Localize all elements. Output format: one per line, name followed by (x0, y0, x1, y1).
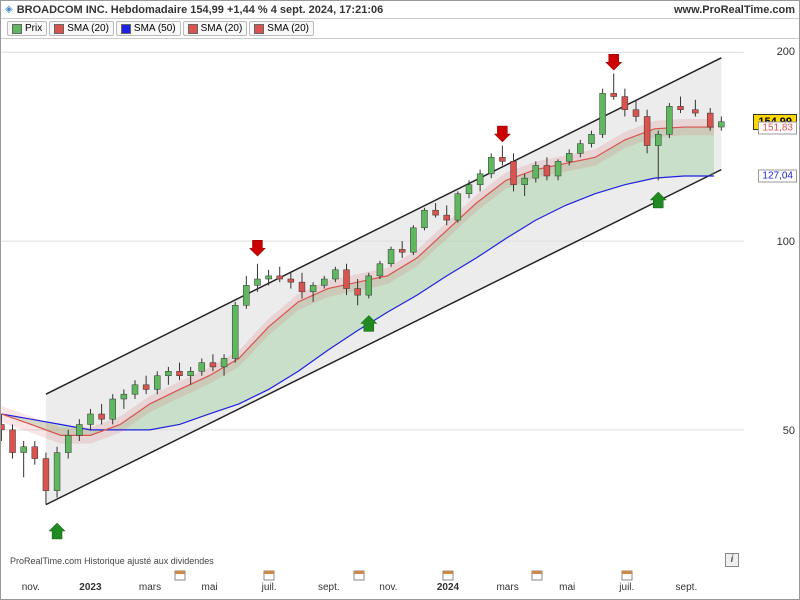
indicator-label: 151,83 (758, 121, 797, 134)
chart-icon: ◈ (5, 4, 13, 15)
x-tick: mai (559, 582, 575, 593)
info-icon[interactable]: i (725, 553, 739, 567)
legend-item[interactable]: SMA (20) (249, 21, 314, 36)
chart-header: ◈ BROADCOM INC. Hebdomadaire 154,99 +1,4… (1, 1, 799, 19)
calendar-icon (621, 569, 633, 581)
y-tick: 100 (777, 236, 795, 248)
x-tick: mars (496, 582, 518, 593)
legend-item[interactable]: SMA (20) (49, 21, 114, 36)
legend-bar: PrixSMA (20)SMA (50)SMA (20)SMA (20) (1, 19, 799, 39)
legend-item[interactable]: Prix (7, 21, 47, 36)
x-tick: nov. (379, 582, 397, 593)
y-axis: 50100200154,99151,83127,04 (744, 39, 799, 569)
calendar-icon (174, 569, 186, 581)
site-link[interactable]: www.ProRealTime.com (674, 4, 795, 16)
calendar-icon (263, 569, 275, 581)
indicator-label: 127,04 (758, 170, 797, 183)
x-tick: 2023 (79, 582, 101, 593)
x-tick: mai (202, 582, 218, 593)
calendar-icon (442, 569, 454, 581)
x-tick: juil. (262, 582, 277, 593)
x-tick: nov. (22, 582, 40, 593)
y-tick: 200 (777, 46, 795, 58)
chart-svg (1, 39, 744, 569)
chart-title: BROADCOM INC. Hebdomadaire 154,99 +1,44 … (17, 4, 384, 16)
calendar-icon (353, 569, 365, 581)
calendar-icon (531, 569, 543, 581)
plot-area[interactable] (1, 39, 744, 569)
x-tick: sept. (318, 582, 340, 593)
x-tick: 2024 (437, 582, 459, 593)
x-tick: sept. (676, 582, 698, 593)
x-axis: nov. 2023 mars mai juil. sept. nov. 2024 mars mai… (1, 569, 744, 599)
legend-item[interactable]: SMA (50) (116, 21, 181, 36)
y-tick: 50 (783, 425, 795, 437)
footer-text: ProRealTime.com Historique ajusté aux di… (7, 555, 217, 567)
x-tick: juil. (619, 582, 634, 593)
x-tick: mars (139, 582, 161, 593)
chart-container: ◈ BROADCOM INC. Hebdomadaire 154,99 +1,4… (0, 0, 800, 600)
legend-item[interactable]: SMA (20) (183, 21, 248, 36)
